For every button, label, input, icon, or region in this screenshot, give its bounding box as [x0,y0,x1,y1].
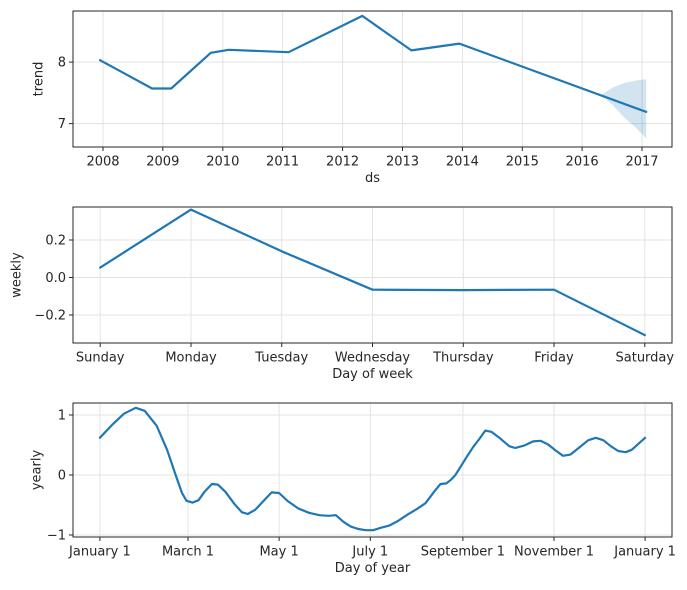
x-tick-label: Friday [534,351,574,366]
axes-spines [72,10,673,148]
yearly-x-axis-label: Day of year [335,561,411,576]
yearly-line [98,406,647,532]
x-tick-label: Tuesday [254,351,308,366]
x-tick-label: 2017 [625,155,658,170]
x-tick-label: November 1 [514,545,594,560]
trend-line [98,14,648,113]
x-tick-label: 2011 [266,155,299,170]
x-tick-label: May 1 [259,545,298,560]
weekly-line [99,208,646,337]
x-tick-label: 2015 [506,155,539,170]
y-tick-label: 7 [58,117,66,132]
weekly-subplot: Sunday Monday Tuesday Wednesday Thursday Frid… [10,206,675,382]
trend-subplot: 2008 2009 2010 2011 2012 2013 2014 2015 2016 2017… [32,10,673,186]
x-tick-label: 2014 [446,155,479,170]
trend-uncertainty-band [601,79,647,139]
y-tick-label: 0.0 [45,271,66,286]
x-tick-label: January 1 [68,545,131,560]
trend-x-axis-label: ds [365,171,380,186]
x-tick-label: January 1 [613,545,676,560]
x-tick-label: Saturday [616,351,675,366]
x-tick-label: Sunday [76,351,125,366]
yearly-subplot: January 1 March 1 May 1 July 1 September 1 No… [30,402,676,576]
trend-y-axis-label: trend [32,62,47,97]
x-tick-label: 2010 [206,155,239,170]
x-tick-label: 2008 [86,155,119,170]
y-tick-label: −1 [47,529,66,544]
x-tick-label: September 1 [421,545,505,560]
y-tick-label: 0.2 [45,234,66,249]
x-tick-label: March 1 [162,545,214,560]
x-tick-label: 2016 [566,155,599,170]
x-tick-label: July 1 [351,545,388,560]
x-tick-label: Monday [165,351,217,366]
x-tick-label: 2013 [386,155,419,170]
y-tick-label: 1 [58,409,66,424]
y-tick-label: −0.2 [34,309,66,324]
weekly-x-axis-label: Day of week [332,367,413,382]
grid [73,207,672,343]
x-tick-label: Wednesday [335,351,411,366]
x-tick-label: 2012 [326,155,359,170]
axes-spines [72,402,673,538]
y-tick-label: 0 [58,469,66,484]
weekly-y-axis-label: weekly [10,252,25,298]
y-tick-label: 8 [58,56,66,71]
x-tick-label: 2009 [146,155,179,170]
yearly-y-axis-label: yearly [30,450,45,491]
x-tick-label: Thursday [432,351,494,366]
grid [73,11,672,147]
grid [73,403,672,537]
